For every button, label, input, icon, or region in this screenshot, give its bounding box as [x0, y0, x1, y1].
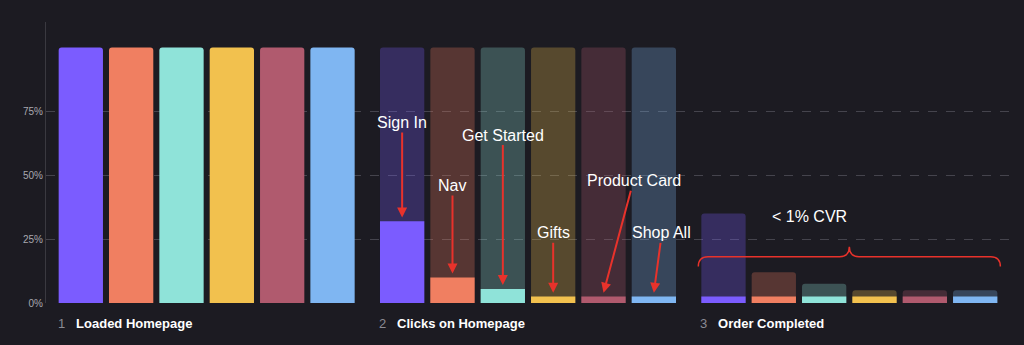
svg-text:< 1% CVR: < 1% CVR	[772, 208, 847, 225]
svg-text:0%: 0%	[29, 298, 44, 309]
svg-text:Shop All: Shop All	[632, 224, 691, 241]
svg-text:3 Order Completed: 3 Order Completed	[700, 316, 824, 331]
svg-text:25%: 25%	[23, 234, 43, 245]
svg-text:Nav: Nav	[438, 177, 466, 194]
svg-text:75%: 75%	[23, 106, 43, 117]
svg-text:2 Clicks on Homepage: 2 Clicks on Homepage	[379, 316, 525, 331]
svg-text:Gifts: Gifts	[537, 224, 570, 241]
svg-text:50%: 50%	[23, 170, 43, 181]
svg-text:1 Loaded Homepage: 1 Loaded Homepage	[58, 316, 192, 331]
svg-text:Product Card: Product Card	[587, 172, 681, 189]
svg-text:Sign In: Sign In	[377, 114, 427, 131]
svg-text:Get Started: Get Started	[462, 127, 544, 144]
